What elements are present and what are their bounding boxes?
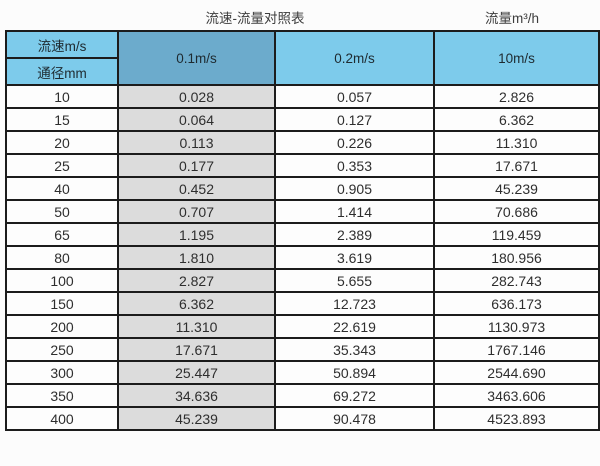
flow-value-cell: 0.353 [274,153,435,178]
flow-value-cell: 0.452 [117,176,276,201]
table-row: 50 0.707 1.414 70.686 [5,199,600,224]
diameter-cell: 100 [5,268,119,293]
header-velocity-row-label: 流速m/s [5,30,119,59]
flow-value-cell: 0.064 [117,107,276,132]
flow-value-cell: 1.414 [274,199,435,224]
flow-value-cell: 2.827 [117,268,276,293]
diameter-cell: 80 [5,245,119,270]
flow-value-cell: 22.619 [274,314,435,339]
table-row: 200 11.310 22.619 1130.973 [5,314,600,339]
titlebar: 流速-流量对照表 流量m³/h [0,0,600,30]
header-diameter-row-label: 通径mm [5,57,119,86]
flow-value-cell: 45.239 [117,406,276,431]
flow-value-cell: 0.057 [274,84,435,109]
table-row: 15 0.064 0.127 6.362 [5,107,600,132]
diameter-cell: 50 [5,199,119,224]
flow-value-cell: 17.671 [433,153,600,178]
flow-value-cell: 11.310 [117,314,276,339]
table-header: 流速m/s 0.1m/s 0.2m/s 10m/s 通径mm [5,30,600,86]
flow-value-cell: 0.905 [274,176,435,201]
diameter-cell: 150 [5,291,119,316]
flow-value-cell: 50.894 [274,360,435,385]
table-row: 40 0.452 0.905 45.239 [5,176,600,201]
header-velocity-col-0: 0.1m/s [117,30,276,86]
flow-value-cell: 2.389 [274,222,435,247]
flow-value-cell: 2544.690 [433,360,600,385]
flow-value-cell: 4523.893 [433,406,600,431]
page-title: 流速-流量对照表 [205,11,305,26]
diameter-cell: 65 [5,222,119,247]
flow-value-cell: 0.127 [274,107,435,132]
table-row: 80 1.810 3.619 180.956 [5,245,600,270]
table-row: 20 0.113 0.226 11.310 [5,130,600,155]
flow-value-cell: 636.173 [433,291,600,316]
flow-value-cell: 1130.973 [433,314,600,339]
flow-value-cell: 6.362 [433,107,600,132]
flow-value-cell: 3463.606 [433,383,600,408]
flow-value-cell: 0.226 [274,130,435,155]
flow-value-cell: 0.113 [117,130,276,155]
flow-unit-label: 流量m³/h [485,11,539,26]
table-row: 10 0.028 0.057 2.826 [5,84,600,109]
flow-value-cell: 0.028 [117,84,276,109]
flow-value-cell: 2.826 [433,84,600,109]
diameter-cell: 40 [5,176,119,201]
table-row: 250 17.671 35.343 1767.146 [5,337,600,362]
diameter-cell: 350 [5,383,119,408]
flow-value-cell: 1.810 [117,245,276,270]
diameter-cell: 400 [5,406,119,431]
flow-value-cell: 34.636 [117,383,276,408]
flow-value-cell: 0.177 [117,153,276,178]
diameter-cell: 250 [5,337,119,362]
table-row: 100 2.827 5.655 282.743 [5,268,600,293]
header-velocity-col-1: 0.2m/s [274,30,435,86]
header-row-top: 流速m/s 0.1m/s 0.2m/s 10m/s [5,30,600,86]
header-velocity-col-2: 10m/s [433,30,600,86]
diameter-cell: 15 [5,107,119,132]
flow-value-cell: 11.310 [433,130,600,155]
flow-value-cell: 0.707 [117,199,276,224]
table-row: 65 1.195 2.389 119.459 [5,222,600,247]
flow-value-cell: 119.459 [433,222,600,247]
flow-rate-table: 流速m/s 0.1m/s 0.2m/s 10m/s 通径mm 10 0.028 0.… [5,30,600,431]
diameter-cell: 10 [5,84,119,109]
flow-value-cell: 5.655 [274,268,435,293]
diameter-cell: 300 [5,360,119,385]
table-row: 25 0.177 0.353 17.671 [5,153,600,178]
flow-value-cell: 3.619 [274,245,435,270]
flow-value-cell: 1.195 [117,222,276,247]
flow-value-cell: 17.671 [117,337,276,362]
flow-value-cell: 69.272 [274,383,435,408]
flow-value-cell: 6.362 [117,291,276,316]
diameter-cell: 25 [5,153,119,178]
flow-value-cell: 35.343 [274,337,435,362]
flow-value-cell: 45.239 [433,176,600,201]
flow-value-cell: 180.956 [433,245,600,270]
table-row: 300 25.447 50.894 2544.690 [5,360,600,385]
flow-value-cell: 282.743 [433,268,600,293]
flow-value-cell: 70.686 [433,199,600,224]
flow-value-cell: 1767.146 [433,337,600,362]
table-row: 150 6.362 12.723 636.173 [5,291,600,316]
diameter-cell: 200 [5,314,119,339]
table-body: 10 0.028 0.057 2.826 15 0.064 0.127 6.362 20 0.11… [5,84,600,431]
flow-value-cell: 12.723 [274,291,435,316]
table-row: 350 34.636 69.272 3463.606 [5,383,600,408]
header-row-bottom: 通径mm [5,57,599,86]
diameter-cell: 20 [5,130,119,155]
flow-value-cell: 90.478 [274,406,435,431]
table-row: 400 45.239 90.478 4523.893 [5,406,600,431]
flow-value-cell: 25.447 [117,360,276,385]
